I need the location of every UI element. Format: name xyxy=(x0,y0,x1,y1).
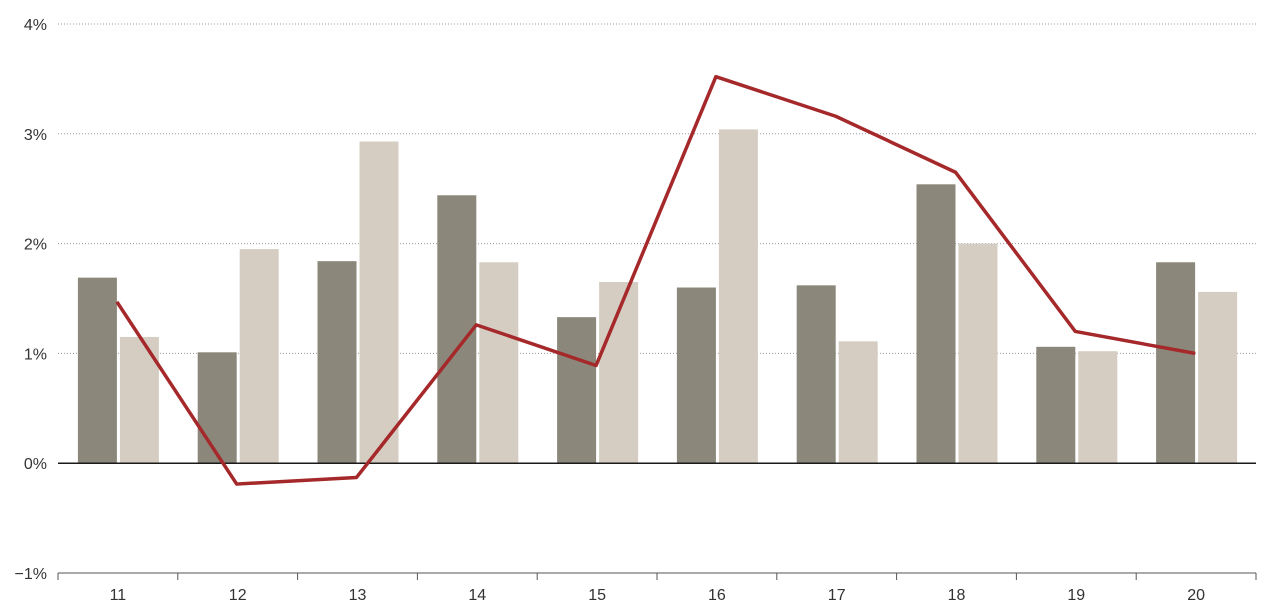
bar-series2-16 xyxy=(718,129,758,464)
bar-series1-14 xyxy=(437,195,477,464)
y-tick-label-4: 3% xyxy=(24,127,47,144)
bar-series2-17 xyxy=(838,341,878,464)
x-tick-label-18: 18 xyxy=(948,587,966,603)
x-tick-label-16: 16 xyxy=(708,587,726,603)
bar-series1-11 xyxy=(77,277,117,464)
x-tick-label-20: 20 xyxy=(1187,587,1205,603)
bars xyxy=(77,129,1238,464)
axes xyxy=(57,462,1257,580)
bar-series1-12 xyxy=(197,352,237,464)
bar-series1-20 xyxy=(1156,262,1196,464)
x-tick-label-12: 12 xyxy=(229,587,247,603)
x-tick-label-11: 11 xyxy=(110,587,127,603)
y-tick-label-5: 4% xyxy=(24,17,47,34)
x-tick-label-17: 17 xyxy=(828,587,846,603)
bar-series2-19 xyxy=(1078,351,1118,464)
bar-series2-12 xyxy=(239,249,279,464)
y-tick-label-2: 1% xyxy=(24,346,47,363)
bar-series2-18 xyxy=(958,243,998,464)
y-tick-label-0: −1% xyxy=(15,566,47,583)
y-tick-label-1: 0% xyxy=(24,456,47,473)
x-tick-label-14: 14 xyxy=(468,587,486,603)
bar-series1-17 xyxy=(796,285,836,464)
line-series-path xyxy=(115,74,1196,486)
line-series xyxy=(115,74,1196,486)
y-tick-label-3: 2% xyxy=(24,237,47,254)
x-tick-label-15: 15 xyxy=(588,587,606,603)
grid-lines xyxy=(58,23,1256,354)
bar-series1-19 xyxy=(1036,346,1076,464)
bar-series1-15 xyxy=(557,317,597,464)
x-tick-label-13: 13 xyxy=(349,587,367,603)
bar-series1-16 xyxy=(676,287,716,464)
bar-series1-18 xyxy=(916,184,956,464)
bar-series2-20 xyxy=(1198,291,1238,464)
bar-series2-14 xyxy=(479,262,519,464)
bar-series2-13 xyxy=(359,141,399,464)
tick-labels: −1% 0% 1% 2% 3% 4% 11 12 13 14 15 16 17 18 19 20 xyxy=(15,17,1206,603)
bar-series1-13 xyxy=(317,261,357,464)
x-tick-label-19: 19 xyxy=(1067,587,1085,603)
